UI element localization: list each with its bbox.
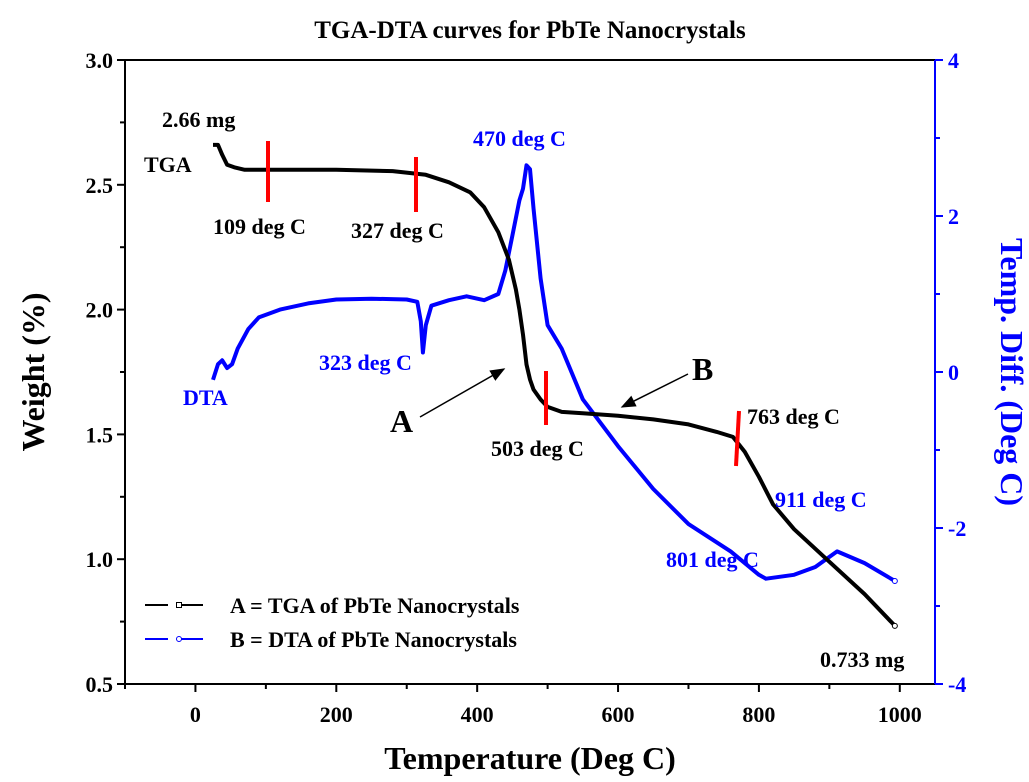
arrow-a <box>419 368 506 418</box>
temp-label-470: 470 deg C <box>473 126 566 151</box>
y2-tick-label: 4 <box>948 48 959 73</box>
axis-ticks: 0 200 400 600 800 1000 0.5 1.0 1.5 2.0 2.5 3.0 -4 -2 0… <box>86 48 967 727</box>
y2-tick-label: 0 <box>948 360 959 385</box>
tga-label: TGA <box>144 152 192 177</box>
x-tick-label: 600 <box>602 702 635 727</box>
dta-label: DTA <box>183 385 228 410</box>
y-tick-label: 1.5 <box>86 422 114 447</box>
temp-label-911: 911 deg C <box>775 487 867 512</box>
y-axis-title: Weight (%) <box>15 292 51 451</box>
end-mass-label: 0.733 mg <box>820 647 904 672</box>
y2-tick-label: -4 <box>948 672 966 697</box>
y-tick-label: 2.0 <box>86 298 114 323</box>
legend: A = TGA of PbTe Nanocrystals B = DTA of … <box>145 593 520 652</box>
y-tick-label: 1.0 <box>86 547 114 572</box>
temp-label-327: 327 deg C <box>351 218 444 243</box>
x-tick-label: 0 <box>190 702 201 727</box>
legend-tga-marker <box>176 602 182 608</box>
y-tick-label: 2.5 <box>86 173 114 198</box>
chart-title: TGA-DTA curves for PbTe Nanocrystals <box>314 17 746 44</box>
temp-label-763: 763 deg C <box>747 404 840 429</box>
temp-label-801: 801 deg C <box>666 547 759 572</box>
temp-label-503: 503 deg C <box>491 436 584 461</box>
arrow-b <box>620 373 689 408</box>
tga-end-point <box>891 622 898 629</box>
dta-series-line <box>211 163 896 583</box>
marker-b-label: B <box>692 351 713 387</box>
marker-763 <box>734 410 741 467</box>
legend-dta-marker <box>176 636 182 642</box>
legend-tga-label: A = TGA of PbTe Nanocrystals <box>230 593 520 618</box>
tga-series-line <box>213 142 897 628</box>
marker-a-label: A <box>390 403 413 439</box>
temp-label-109: 109 deg C <box>213 214 306 239</box>
temp-label-323: 323 deg C <box>319 350 412 375</box>
y2-tick-label: 2 <box>948 204 959 229</box>
legend-dta-label: B = DTA of PbTe Nanocrystals <box>230 627 517 652</box>
y-tick-label: 0.5 <box>86 672 114 697</box>
y2-tick-label: -2 <box>948 516 966 541</box>
y2-axis-title: Temp. Diff. (Deg C) <box>994 238 1029 506</box>
y-tick-label: 3.0 <box>86 48 114 73</box>
x-axis-title: Temperature (Deg C) <box>384 740 675 776</box>
x-tick-label: 400 <box>461 702 494 727</box>
x-tick-label: 1000 <box>878 702 922 727</box>
start-mass-label: 2.66 mg <box>162 107 235 132</box>
x-tick-label: 200 <box>320 702 353 727</box>
x-tick-label: 800 <box>742 702 775 727</box>
dta-end-point <box>891 578 898 585</box>
